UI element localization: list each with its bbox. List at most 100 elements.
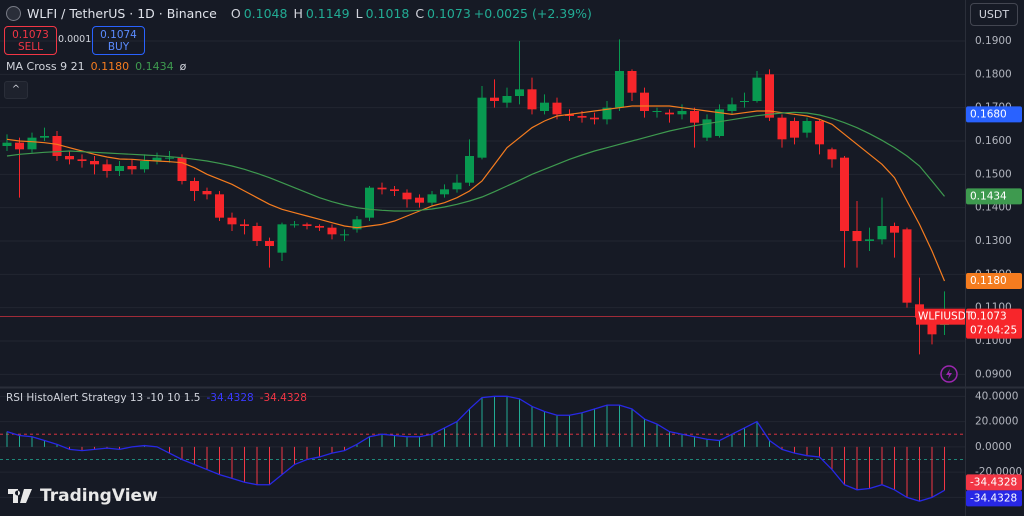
candle-body <box>315 226 324 228</box>
candle-body <box>702 119 712 138</box>
candle-body <box>452 182 462 190</box>
candle-body <box>115 166 124 171</box>
last-price-tag-bg <box>966 308 1022 339</box>
candle-body <box>802 121 812 133</box>
candle-body <box>227 217 237 225</box>
spread: 0.0001 <box>58 34 92 45</box>
ma-fast-value: 0.1180 <box>90 60 130 73</box>
candle-body <box>265 241 274 246</box>
candle-body <box>877 226 887 240</box>
candle-body <box>365 187 374 218</box>
candle-body <box>827 149 837 160</box>
candle-body <box>690 111 699 123</box>
alert-price-tag-bg <box>966 106 1022 123</box>
candle-body <box>290 224 299 226</box>
open-key: O <box>230 5 241 21</box>
buy-price: 0.1074 <box>100 28 137 41</box>
candle-body <box>427 194 437 203</box>
rsi-line-tag-bg <box>966 490 1022 507</box>
candle-body <box>177 157 187 181</box>
alert-bolt <box>946 369 952 379</box>
candle-body <box>515 89 524 96</box>
alert-icon[interactable] <box>940 365 958 383</box>
candle-body <box>477 97 487 158</box>
candle-body <box>752 77 762 101</box>
candle-body <box>502 96 512 103</box>
ma-price-tag-bg <box>966 273 1022 289</box>
candle-body <box>652 111 662 112</box>
candle-body <box>390 189 399 191</box>
y-tick-label: 0.1400 <box>975 202 1012 214</box>
candle-body <box>165 157 174 159</box>
candle-body <box>727 104 737 111</box>
candle-body <box>777 117 787 140</box>
ticker-tag-bg <box>916 308 965 325</box>
change-value: +0.0025 (+2.39%) <box>473 5 592 21</box>
candle-body <box>302 224 312 226</box>
y-tick-label: 40.0000 <box>975 390 1018 402</box>
candle-body <box>852 231 862 241</box>
currency-button[interactable]: USDT <box>970 3 1018 26</box>
sell-button[interactable]: 0.1073 SELL <box>4 26 57 55</box>
alert-circle <box>940 365 958 383</box>
candle-body <box>352 219 362 230</box>
open-value: 0.1048 <box>243 5 288 21</box>
candle-body <box>840 157 849 231</box>
y-tick-label: 0.1600 <box>975 135 1012 147</box>
ma-price-tag-bg <box>966 188 1022 205</box>
ma-symbol: ø <box>179 60 187 73</box>
candle-body <box>190 181 199 191</box>
candle-body <box>590 117 599 120</box>
symbol-header: WLFI / TetherUS · 1D · Binance O 0.1048 H… <box>6 4 592 22</box>
collapse-button[interactable]: ^ <box>4 81 28 99</box>
rsi-line-tag: -34.4328 <box>970 492 1017 504</box>
candle-body <box>715 109 724 136</box>
candle-body <box>277 224 287 253</box>
alert-price-tag: 0.1680 <box>970 108 1007 120</box>
candle-body <box>202 191 212 195</box>
symbol-title[interactable]: WLFI / TetherUS · 1D · Binance <box>27 5 217 21</box>
candle-body <box>665 112 674 115</box>
candle-body <box>90 161 99 165</box>
rsi-title[interactable]: RSI HistoAlert Strategy 13 -10 10 1.5 <box>6 392 201 404</box>
candle-body <box>577 116 587 118</box>
y-tick-label: 0.0000 <box>975 441 1012 453</box>
candle-body <box>377 187 387 190</box>
candle-body <box>40 136 49 138</box>
candle-body <box>677 111 687 115</box>
candle-body <box>552 102 562 115</box>
candle-body <box>902 229 912 303</box>
candle-body <box>252 226 262 241</box>
ma-title[interactable]: MA Cross 9 21 <box>6 60 85 73</box>
candle-body <box>65 156 74 160</box>
candle-body <box>127 166 137 170</box>
rsi-histo-tag-bg <box>966 474 1022 491</box>
ma-legend: MA Cross 9 21 0.1180 0.1434 ø <box>6 60 186 73</box>
last-price-tag: 0.1073 <box>970 311 1007 323</box>
low-key: L <box>355 5 363 21</box>
candle-body <box>602 107 612 120</box>
candle-body <box>740 101 749 102</box>
rsi-histo-value: -34.4328 <box>259 392 307 404</box>
candle-body <box>465 156 474 183</box>
rsi-histo-tag: -34.4328 <box>970 476 1017 488</box>
branding: TradingView <box>8 486 158 506</box>
candle-body <box>490 97 499 101</box>
buy-label: BUY <box>107 40 130 53</box>
branding-text: TradingView <box>40 486 158 506</box>
candle-body <box>152 157 162 161</box>
y-tick-label: 0.1900 <box>975 35 1012 47</box>
y-tick-label: 0.1800 <box>975 68 1012 80</box>
y-tick-label: 0.1500 <box>975 168 1012 180</box>
candle-body <box>340 234 349 236</box>
symbol-icon <box>6 5 21 21</box>
rsi-line-value: -34.4328 <box>206 392 254 404</box>
candle-body <box>640 92 649 111</box>
candle-body <box>415 197 424 203</box>
buy-button[interactable]: 0.1074 BUY <box>92 26 145 55</box>
sell-label: SELL <box>18 40 43 53</box>
candle-body <box>927 317 937 335</box>
